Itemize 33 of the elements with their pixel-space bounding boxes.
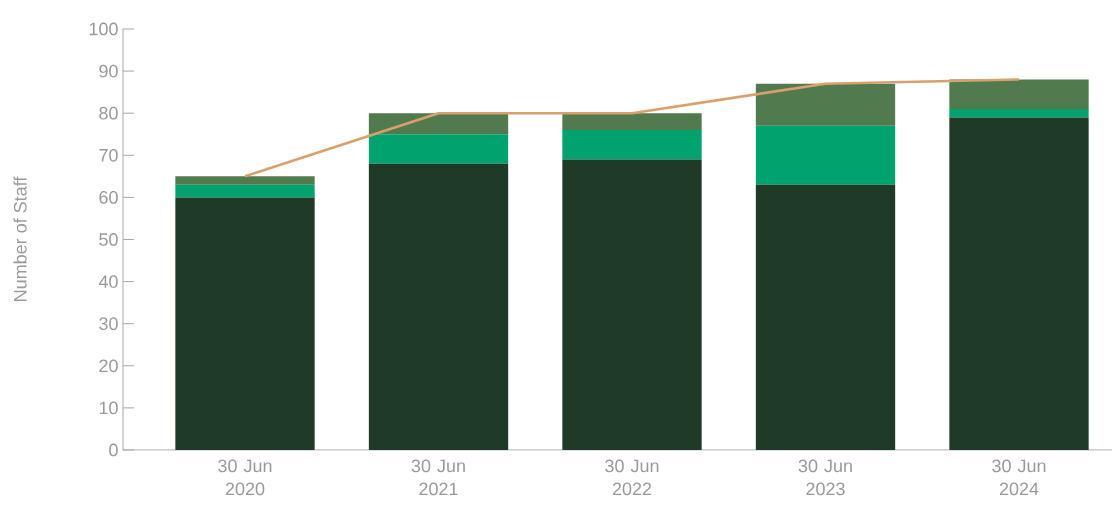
- line-series: [243, 78, 1021, 178]
- x-tick-label: 30 Jun 2024: [992, 459, 1046, 496]
- bar: [175, 184, 315, 198]
- y-tick-label: 70: [99, 148, 118, 162]
- bar: [175, 176, 315, 185]
- x-tick-label: 30 Jun 2020: [218, 459, 272, 496]
- bar: [368, 134, 509, 164]
- bar: [562, 159, 702, 450]
- y-axis-title: Number of Staff: [13, 176, 27, 301]
- x-tick-label: 30 Jun 2023: [798, 459, 852, 496]
- bar: [368, 163, 509, 450]
- y-tick-label: 90: [99, 64, 118, 78]
- bar: [949, 79, 1089, 109]
- x-tick-label: 30 Jun 2021: [411, 459, 465, 496]
- bar: [562, 130, 702, 160]
- y-tick-label: 80: [99, 106, 118, 120]
- y-tick-label: 60: [99, 191, 118, 204]
- y-tick-label: 50: [99, 233, 118, 246]
- y-tick-label: 20: [99, 359, 118, 373]
- bar: [175, 197, 315, 450]
- y-tick-label: 100: [89, 22, 118, 36]
- bar: [755, 184, 896, 450]
- y-tick-label: 30: [99, 317, 118, 331]
- x-tick-label: 30 Jun 2022: [605, 459, 659, 496]
- bar: [755, 125, 896, 185]
- bar: [949, 117, 1089, 450]
- y-tick-label: 40: [98, 275, 118, 288]
- bar: [562, 113, 702, 131]
- y-tick-label: 0: [109, 443, 118, 457]
- y-tick-label: 10: [99, 401, 118, 415]
- bar: [368, 113, 509, 135]
- bar: [949, 108, 1089, 118]
- bar: [755, 83, 896, 126]
